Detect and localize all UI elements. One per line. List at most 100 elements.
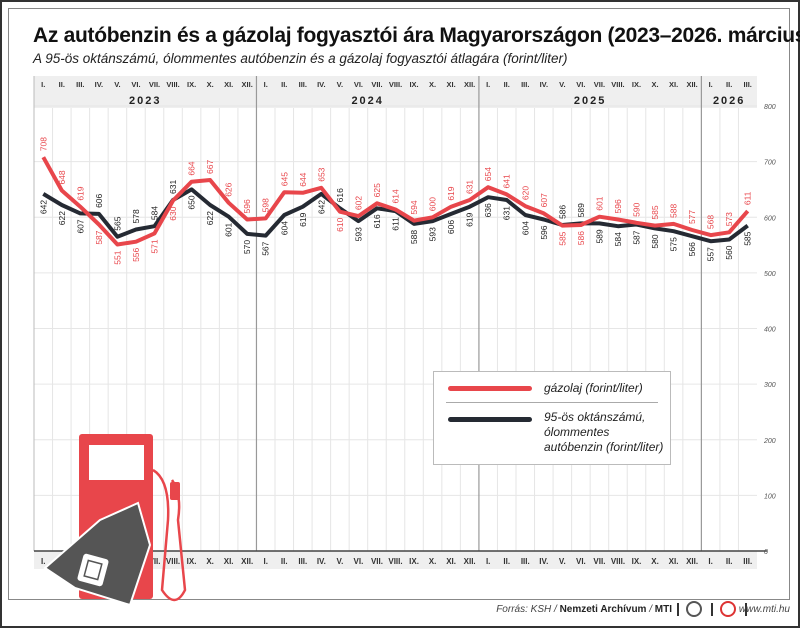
data-label-petrol: 596 — [539, 225, 549, 239]
series-line-diesel — [41, 156, 750, 247]
month-label-top: XI. — [447, 80, 456, 89]
data-label-petrol: 606 — [446, 220, 456, 234]
data-label-petrol: 607 — [75, 219, 85, 233]
data-label-petrol: 566 — [687, 242, 697, 256]
month-label-top: II. — [281, 80, 287, 89]
month-label-bottom: IX. — [409, 557, 419, 566]
data-label-petrol: 589 — [576, 203, 586, 217]
source-archive: Nemzeti Archívum — [559, 604, 647, 615]
data-label-petrol: 604 — [279, 221, 289, 235]
month-label-top: IX. — [187, 80, 196, 89]
month-label-top: VII. — [594, 80, 605, 89]
data-label-diesel: 596 — [242, 199, 252, 213]
y-tick-label: 500 — [764, 271, 776, 278]
data-label-petrol: 631 — [168, 180, 178, 194]
data-label-diesel: 619 — [75, 186, 85, 200]
header-band — [34, 76, 757, 108]
data-label-diesel: 630 — [168, 206, 178, 220]
month-label-bottom: V. — [559, 557, 566, 566]
data-label-petrol: 593 — [353, 227, 363, 241]
data-label-diesel: 556 — [131, 247, 141, 261]
month-label-bottom: XII. — [241, 557, 253, 566]
month-label-top: XII. — [242, 80, 253, 89]
month-label-top: I. — [41, 80, 45, 89]
data-label-diesel: 568 — [706, 215, 716, 229]
month-label-bottom: II. — [503, 557, 510, 566]
month-label-bottom: VII. — [593, 557, 605, 566]
data-label-diesel: 571 — [150, 239, 160, 253]
data-label-diesel: 648 — [57, 170, 67, 184]
month-label-top: III. — [521, 80, 529, 89]
month-label-bottom: XII. — [686, 557, 698, 566]
data-label-petrol: 580 — [650, 234, 660, 248]
data-label-petrol: 622 — [205, 211, 215, 225]
chart-title: Az autóbenzin és a gázolaj fogyasztói ár… — [33, 24, 800, 47]
y-tick-label: 200 — [763, 438, 776, 445]
month-label-bottom: III. — [298, 557, 307, 566]
month-label-top: VI. — [354, 80, 363, 89]
month-label-bottom: X. — [206, 557, 214, 566]
month-label-top: IX. — [632, 80, 641, 89]
data-label-petrol: 585 — [743, 231, 753, 245]
month-label-top: V. — [114, 80, 120, 89]
month-label-bottom: I. — [41, 557, 45, 566]
data-label-diesel: 600 — [428, 197, 438, 211]
data-label-diesel: 586 — [576, 231, 586, 245]
data-label-petrol: 565 — [112, 216, 122, 230]
month-label-top: IV. — [95, 80, 103, 89]
data-label-diesel: 664 — [187, 161, 197, 175]
source-credit: Forrás: KSH / Nemzeti Archívum / MTI — [496, 604, 672, 615]
data-label-diesel: 631 — [465, 180, 475, 194]
data-label-diesel: 611 — [743, 191, 753, 205]
month-label-top: I. — [486, 80, 490, 89]
month-label-top: IV. — [540, 80, 548, 89]
data-label-petrol: 622 — [57, 211, 67, 225]
month-label-bottom: VII. — [371, 557, 383, 566]
y-tick-label: 100 — [764, 493, 776, 500]
month-label-top: VII. — [149, 80, 160, 89]
month-label-bottom: IV. — [539, 557, 548, 566]
pump-nozzle — [170, 482, 180, 500]
data-label-diesel: 602 — [353, 196, 363, 210]
month-label-bottom: VII. — [148, 557, 160, 566]
data-label-petrol: 560 — [724, 245, 734, 259]
month-label-bottom: IX. — [187, 557, 197, 566]
data-label-petrol: 584 — [613, 232, 623, 246]
y-tick-label: 300 — [764, 382, 776, 389]
legend-swatch-diesel — [448, 386, 532, 391]
data-label-diesel: 644 — [298, 172, 308, 186]
month-label-top: VI. — [576, 80, 585, 89]
legend-swatch-petrol — [448, 417, 532, 422]
data-label-diesel: 590 — [632, 202, 642, 216]
data-label-diesel: 588 — [669, 203, 679, 217]
month-label-top: X. — [207, 80, 214, 89]
month-label-top: XII. — [686, 80, 697, 89]
data-label-petrol: 593 — [428, 227, 438, 241]
data-label-petrol: 601 — [224, 222, 234, 236]
divider — [745, 603, 747, 616]
month-label-bottom: III. — [743, 557, 752, 566]
month-label-top: XI. — [224, 80, 233, 89]
divider — [677, 603, 679, 616]
pump-hose — [152, 468, 187, 602]
month-label-top: I. — [709, 80, 713, 89]
month-label-bottom: IV. — [317, 557, 326, 566]
legend: gázolaj (forint/liter) 95-ös oktánszámú,… — [433, 371, 671, 465]
source-sep: / — [646, 604, 655, 615]
data-label-diesel: 626 — [224, 182, 234, 196]
data-label-diesel: 551 — [112, 250, 122, 264]
month-label-bottom: XI. — [446, 557, 456, 566]
data-label-petrol: 589 — [594, 229, 604, 243]
mti-logo-icon — [720, 601, 736, 617]
data-label-petrol: 587 — [632, 230, 642, 244]
year-label: 2024 — [351, 95, 383, 107]
archive-logo-icon — [686, 601, 702, 617]
jerrycan-detail — [83, 559, 103, 581]
data-label-diesel: 585 — [557, 231, 567, 245]
data-label-diesel: 598 — [261, 198, 271, 212]
month-label-top: V. — [559, 80, 565, 89]
website-link[interactable]: www.mti.hu — [738, 604, 790, 615]
data-label-diesel: 667 — [205, 160, 215, 174]
data-label-petrol: 619 — [465, 212, 475, 226]
